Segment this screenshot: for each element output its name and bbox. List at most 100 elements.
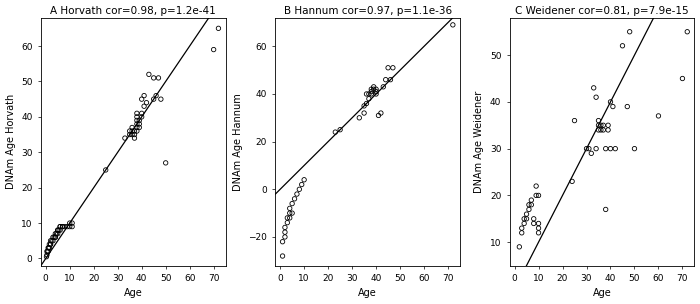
Point bbox=[153, 75, 164, 80]
Point bbox=[129, 129, 140, 133]
Point bbox=[581, 146, 592, 151]
Point bbox=[45, 242, 56, 247]
Point bbox=[370, 89, 382, 94]
Point bbox=[208, 47, 219, 52]
Point bbox=[358, 103, 370, 108]
Point bbox=[41, 254, 52, 259]
Point bbox=[358, 111, 370, 116]
Point bbox=[134, 125, 145, 130]
Point bbox=[132, 114, 143, 119]
Point bbox=[533, 221, 544, 226]
Point bbox=[132, 118, 143, 123]
Title: B Hannum cor=0.97, p=1.1e-36: B Hannum cor=0.97, p=1.1e-36 bbox=[284, 5, 452, 16]
Point bbox=[148, 97, 160, 102]
Y-axis label: DNAm Age Weidener: DNAm Age Weidener bbox=[475, 91, 484, 193]
Point bbox=[528, 216, 539, 221]
Point bbox=[134, 122, 145, 126]
Point bbox=[365, 89, 377, 94]
Point bbox=[521, 216, 532, 221]
Point bbox=[55, 228, 66, 233]
Point bbox=[533, 193, 544, 198]
Point bbox=[129, 136, 140, 140]
Point bbox=[284, 216, 295, 220]
Point bbox=[519, 221, 530, 226]
X-axis label: Age: Age bbox=[358, 288, 377, 299]
Point bbox=[368, 85, 379, 89]
Point bbox=[132, 111, 143, 116]
Point bbox=[624, 29, 636, 34]
Point bbox=[524, 207, 535, 212]
Point bbox=[378, 85, 389, 89]
Point bbox=[66, 221, 78, 226]
Point bbox=[296, 182, 307, 187]
Point bbox=[279, 230, 290, 235]
Point bbox=[294, 187, 305, 192]
Point bbox=[593, 127, 604, 132]
Point bbox=[521, 212, 532, 216]
Point bbox=[531, 184, 542, 188]
Point bbox=[593, 118, 604, 123]
Point bbox=[363, 92, 374, 96]
Point bbox=[136, 114, 147, 119]
Point bbox=[43, 245, 55, 250]
Point bbox=[600, 207, 611, 212]
Point bbox=[363, 96, 374, 101]
Point bbox=[569, 118, 580, 123]
Point bbox=[148, 75, 160, 80]
Point bbox=[51, 231, 62, 236]
Point bbox=[368, 87, 379, 92]
Point bbox=[48, 235, 60, 240]
Point bbox=[528, 221, 539, 226]
Point bbox=[524, 202, 535, 207]
Point bbox=[335, 127, 346, 132]
Point bbox=[66, 224, 78, 229]
Point bbox=[52, 231, 63, 236]
Point bbox=[43, 242, 55, 247]
Point bbox=[45, 238, 56, 243]
Point bbox=[64, 221, 76, 226]
Point bbox=[605, 146, 616, 151]
Point bbox=[132, 122, 143, 126]
Point bbox=[593, 123, 604, 128]
Title: A Horvath cor=0.98, p=1.2e-41: A Horvath cor=0.98, p=1.2e-41 bbox=[50, 5, 216, 16]
Point bbox=[60, 224, 71, 229]
Point bbox=[127, 125, 138, 130]
Point bbox=[134, 118, 145, 123]
Point bbox=[387, 65, 398, 70]
X-axis label: Age: Age bbox=[593, 288, 612, 299]
Point bbox=[598, 127, 609, 132]
Point bbox=[52, 228, 63, 233]
Point bbox=[603, 127, 614, 132]
Point bbox=[682, 29, 693, 34]
Point bbox=[50, 235, 61, 240]
Point bbox=[150, 93, 162, 98]
Point bbox=[62, 224, 73, 229]
Point bbox=[136, 111, 147, 116]
Point bbox=[53, 228, 64, 233]
Point bbox=[284, 206, 295, 211]
Point bbox=[330, 130, 341, 135]
Point bbox=[124, 129, 135, 133]
Point bbox=[213, 26, 224, 31]
Point bbox=[608, 104, 619, 109]
Y-axis label: DNAm Age Hannum: DNAm Age Hannum bbox=[232, 93, 243, 191]
Point bbox=[583, 146, 594, 151]
Point bbox=[50, 231, 61, 236]
Title: C Weidener cor=0.81, p=7.9e-15: C Weidener cor=0.81, p=7.9e-15 bbox=[515, 5, 689, 16]
Point bbox=[526, 202, 537, 207]
Point bbox=[533, 230, 544, 235]
Point bbox=[139, 104, 150, 109]
Point bbox=[100, 168, 111, 172]
Point bbox=[526, 198, 537, 202]
Point bbox=[127, 129, 138, 133]
Point bbox=[516, 226, 527, 230]
Point bbox=[595, 127, 606, 132]
Point bbox=[155, 97, 167, 102]
Point bbox=[57, 224, 68, 229]
Point bbox=[365, 87, 377, 92]
Point bbox=[382, 65, 393, 70]
Point bbox=[52, 228, 63, 233]
Point bbox=[514, 244, 525, 249]
Point bbox=[519, 216, 530, 221]
Point bbox=[43, 245, 54, 250]
